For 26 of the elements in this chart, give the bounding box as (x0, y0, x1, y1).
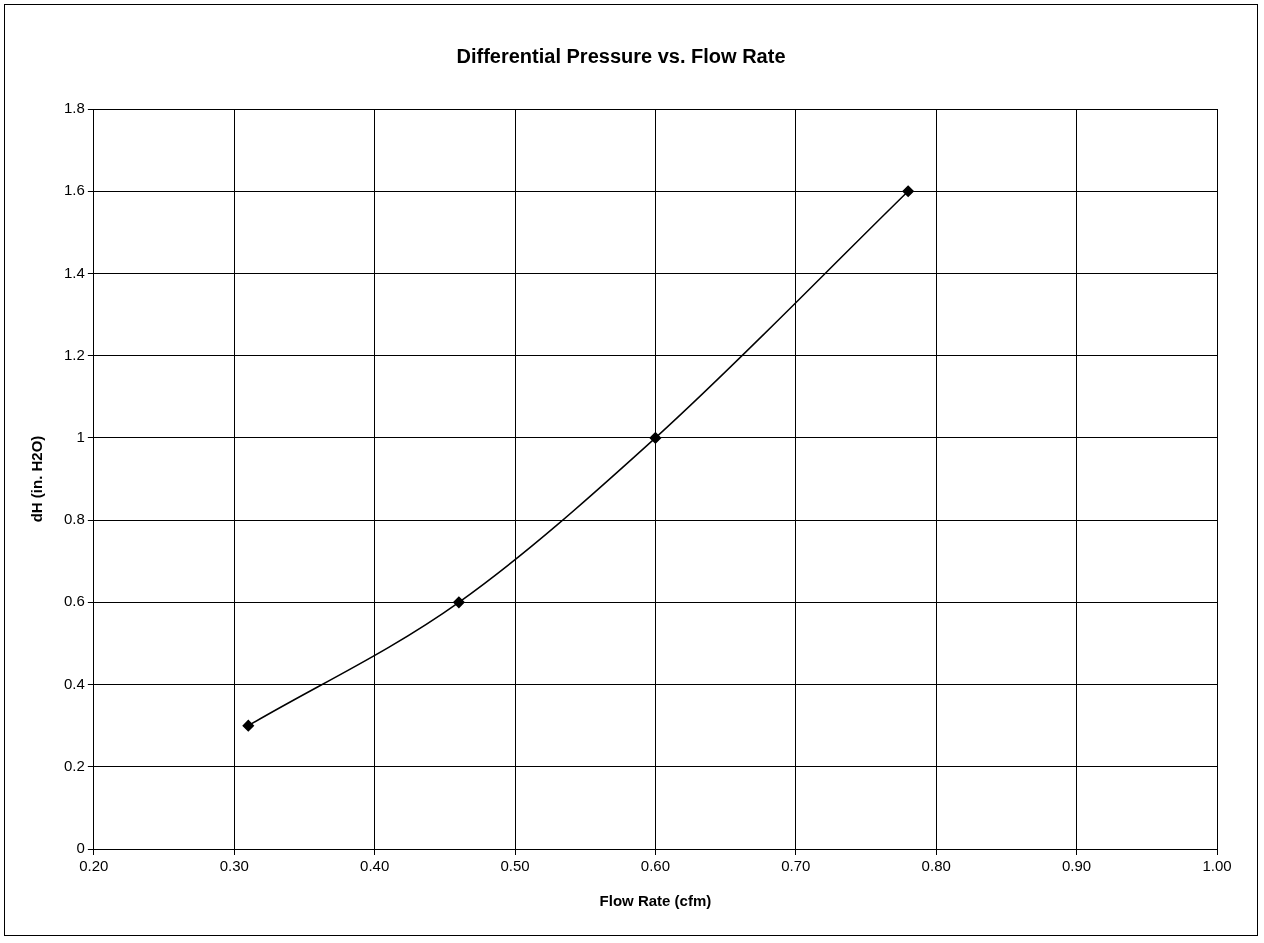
x-tick-label: 1.00 (1202, 857, 1232, 875)
y-tick-label: 0.6 (63, 592, 85, 610)
y-tick-label: 1.8 (63, 99, 85, 117)
x-tick-label: 0.60 (640, 857, 671, 875)
y-tick-label: 1.4 (63, 263, 85, 281)
x-tick-label: 0.80 (921, 857, 951, 875)
y-tick-label: 1.2 (63, 345, 85, 363)
y-axis-title: dH (in. H2O) (28, 435, 46, 523)
y-tick-label: 1 (76, 428, 85, 446)
y-tick-label: 1.6 (63, 181, 85, 199)
x-tick-label: 0.70 (781, 857, 811, 875)
x-tick-label: 0.90 (1062, 857, 1092, 875)
point (902, 185, 914, 197)
x-tick-label: 0.40 (360, 857, 390, 875)
y-tick-label: 0.8 (63, 510, 85, 528)
x-tick-label: 0.20 (79, 857, 109, 875)
y-tick-label: 0 (76, 839, 85, 857)
point (453, 596, 465, 609)
point (242, 719, 255, 732)
y-tick-label: 0.4 (63, 674, 85, 692)
x-tick-label: 0.30 (219, 857, 249, 875)
x-axis-title: Flow Rate (cfm) (599, 892, 712, 910)
chart-title: Differential Pressure vs. Flow Rate (456, 44, 786, 67)
point (649, 432, 662, 444)
x-tick-label: 0.50 (500, 857, 530, 875)
y-tick-label: 0.2 (63, 756, 85, 774)
